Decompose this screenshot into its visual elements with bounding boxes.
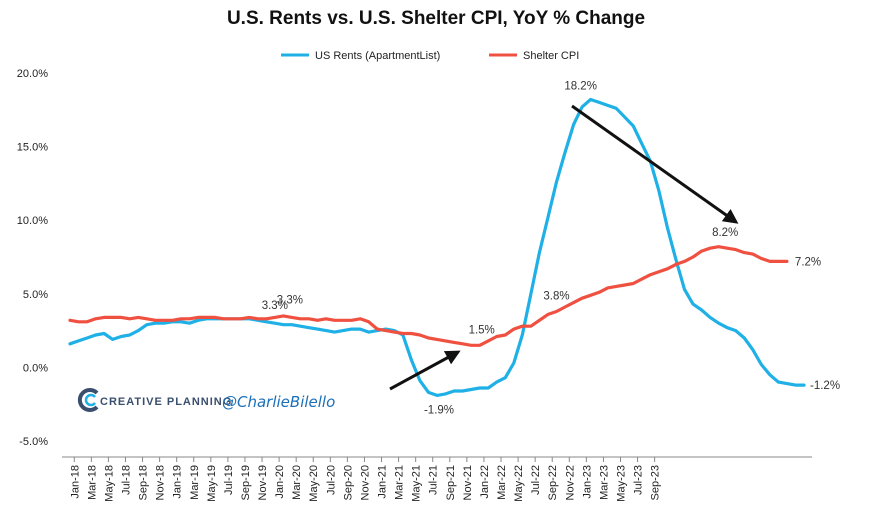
x-tick-label: Mar-20 — [291, 465, 303, 500]
x-tick-label: Mar-23 — [598, 465, 610, 500]
series-line-shelter-cpi — [68, 245, 789, 347]
x-tick-label: Nov-18 — [155, 465, 167, 500]
x-tick-label: Jan-19 — [172, 465, 184, 499]
x-tick-label: Jan-23 — [581, 465, 593, 499]
data-label: 8.2% — [712, 227, 738, 239]
data-label: 3.3% — [277, 294, 303, 306]
data-label: 3.3% — [262, 300, 288, 312]
data-labels: 3.3% -1.9% 18.2% -1.2% 3.3% 1.5% 3.8% 8.2% 7.2% — [262, 80, 840, 416]
x-tick-label: Mar-19 — [189, 465, 201, 500]
x-tick-label: Mar-21 — [394, 465, 406, 500]
y-tick-label: 10.0% — [17, 215, 48, 227]
series-line-us-rents — [68, 97, 806, 397]
trend-arrows — [389, 104, 739, 391]
legend-label-rents: US Rents (ApartmentList) — [315, 50, 440, 62]
legend-label-shelter: Shelter CPI — [523, 50, 579, 62]
data-label: -1.2% — [810, 380, 840, 392]
creative-planning-logo-icon — [77, 388, 99, 412]
brand-name: CREATIVE PLANNING — [100, 396, 232, 408]
y-tick-label: -5.0% — [19, 436, 48, 448]
y-tick-label: 15.0% — [17, 142, 48, 154]
x-tick-label: Nov-20 — [359, 465, 371, 500]
x-tick-label: Nov-22 — [564, 465, 576, 500]
arrow-down-2021-2023 — [571, 104, 739, 224]
x-tick-label: May-22 — [513, 465, 525, 502]
arrow-up-2020-2021 — [389, 350, 461, 391]
x-tick-label: Sep-22 — [547, 465, 559, 500]
data-label: -1.9% — [424, 404, 454, 416]
x-tick-label: May-20 — [308, 465, 320, 502]
x-tick-label: Sep-19 — [240, 465, 252, 500]
x-tick-label: Jul-18 — [120, 465, 132, 495]
legend: US Rents (ApartmentList) Shelter CPI — [281, 50, 579, 62]
data-label: 1.5% — [469, 324, 495, 336]
x-tick-label: May-18 — [103, 465, 115, 502]
x-tick-label: Mar-22 — [496, 465, 508, 500]
x-tick-label: Jul-22 — [530, 465, 542, 495]
x-tick-label: Jan-18 — [69, 465, 81, 499]
x-tick-label: Sep-23 — [650, 465, 662, 500]
y-axis: -5.0% 0.0% 5.0% 10.0% 15.0% 20.0% — [17, 68, 48, 448]
chart-title: U.S. Rents vs. U.S. Shelter CPI, YoY % C… — [227, 8, 645, 29]
y-tick-label: 20.0% — [17, 68, 48, 80]
x-tick-label: Jul-23 — [633, 465, 645, 495]
x-tick-label: Jul-21 — [428, 465, 440, 495]
x-tick-label: May-23 — [616, 465, 628, 502]
x-tick-label: Jul-20 — [325, 465, 337, 495]
x-tick-label: Sep-21 — [445, 465, 457, 500]
author-handle: @CharlieBilello — [222, 393, 335, 411]
y-tick-label: 5.0% — [23, 289, 48, 301]
data-label: 3.8% — [543, 290, 569, 302]
data-label: 18.2% — [564, 80, 597, 92]
x-tick-label: Mar-18 — [86, 465, 98, 500]
x-tick-label: Nov-21 — [462, 465, 474, 500]
x-tick-label: Sep-18 — [138, 465, 150, 500]
series-layer — [68, 97, 806, 397]
x-axis: Jan-18 Mar-18 May-18 Jul-18 Sep-18 Nov-18 Jan-… — [62, 456, 812, 502]
x-tick-label: Jan-22 — [479, 465, 491, 499]
x-tick-label: Jan-21 — [377, 465, 389, 499]
x-tick-label: May-19 — [206, 465, 218, 502]
x-tick-label: Jan-20 — [274, 465, 286, 499]
branding: CREATIVE PLANNING @CharlieBilello — [77, 388, 335, 412]
data-label: 7.2% — [795, 256, 821, 268]
x-tick-label: Jul-19 — [223, 465, 235, 495]
x-tick-label: Nov-19 — [257, 465, 269, 500]
y-tick-label: 0.0% — [23, 362, 48, 374]
x-tick-label: May-21 — [411, 465, 423, 502]
x-tick-label: Sep-20 — [342, 465, 354, 500]
